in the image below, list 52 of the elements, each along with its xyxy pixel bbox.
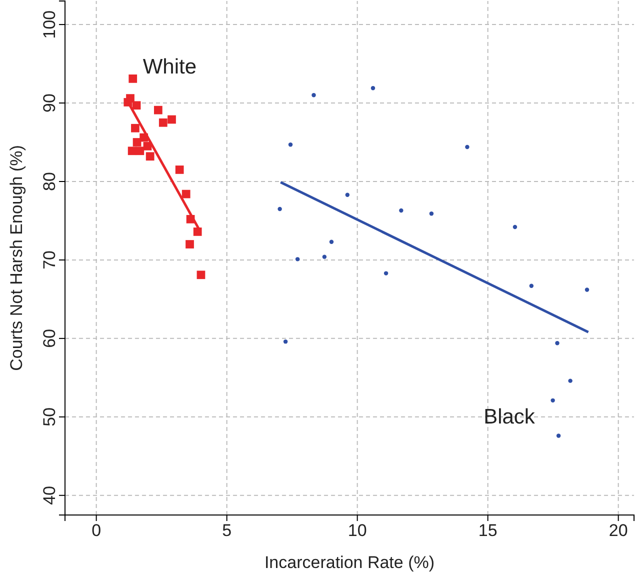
point	[132, 101, 141, 110]
point	[186, 240, 194, 248]
point	[175, 166, 184, 174]
point	[146, 152, 154, 161]
y-tick-label: 80	[40, 172, 59, 191]
x-tick-label: 15	[478, 521, 498, 540]
series-label: White	[142, 56, 197, 79]
point	[465, 144, 470, 150]
point	[295, 257, 300, 262]
point	[136, 146, 144, 156]
y-tick-label: 100	[40, 10, 59, 39]
point	[278, 206, 282, 212]
point	[128, 146, 136, 156]
point	[370, 86, 376, 90]
point	[429, 212, 434, 216]
point	[322, 254, 327, 259]
x-axis-title: Incarceration Rate (%)	[264, 553, 435, 572]
point	[556, 434, 561, 438]
point	[132, 138, 142, 146]
y-tick-label: 70	[40, 250, 59, 270]
point	[182, 190, 190, 198]
y-tick-label: 90	[40, 94, 59, 112]
point	[384, 271, 388, 276]
point	[345, 192, 350, 197]
y-tick-label: 60	[40, 328, 59, 348]
point	[399, 208, 404, 213]
x-tick-label: 0	[92, 521, 102, 540]
point	[128, 74, 138, 83]
point	[512, 224, 518, 230]
point	[168, 115, 176, 124]
y-tick-label: 40	[40, 486, 59, 505]
point	[196, 270, 206, 280]
point	[329, 240, 334, 244]
point	[550, 398, 555, 403]
point	[529, 284, 534, 288]
point	[124, 98, 132, 106]
point	[283, 339, 288, 344]
point	[131, 124, 140, 132]
point	[158, 118, 168, 127]
point	[584, 288, 590, 292]
x-tick-label: 5	[222, 521, 232, 540]
x-tick-label: 10	[348, 521, 367, 540]
x-tick-label: 20	[608, 521, 628, 540]
y-axis-title: Courts Not Harsh Enough (%)	[7, 145, 26, 371]
point	[154, 106, 162, 114]
point	[555, 341, 560, 346]
point	[568, 378, 572, 383]
point	[312, 93, 316, 98]
point	[288, 142, 293, 147]
point	[193, 228, 202, 236]
y-tick-label: 50	[40, 407, 59, 426]
series-label: Black	[484, 406, 536, 429]
